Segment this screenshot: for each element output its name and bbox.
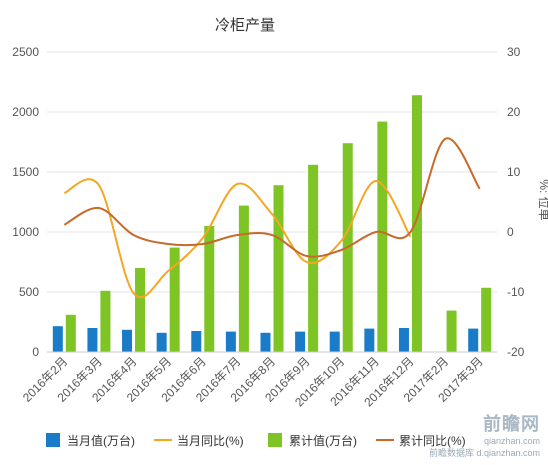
x-axis-ticks: 2016年2月2016年3月2016年4月2016年5月2016年6月2016年…: [20, 351, 497, 409]
bar-monthly: [191, 331, 202, 352]
right-tick-label: -10: [507, 285, 525, 299]
legend-swatch-bar: [46, 433, 60, 447]
right-axis-label: %: 位单: [537, 179, 548, 220]
left-tick-label: 2500: [12, 45, 39, 59]
line-monthly-yoy: [63, 178, 412, 299]
right-tick-label: 30: [507, 45, 521, 59]
watermark: 前瞻网 qianzhan.com 前瞻数据库 d.qianzhan.com: [429, 410, 540, 459]
bar-cumulative: [135, 268, 146, 352]
bar-monthly: [295, 331, 306, 352]
left-tick-label: 500: [19, 285, 39, 299]
bar-monthly: [364, 328, 375, 352]
watermark-sub: 前瞻数据库 d.qianzhan.com: [428, 448, 540, 458]
bar-monthly: [329, 331, 340, 352]
legend-label: 当月同比(%): [177, 434, 244, 448]
right-tick-label: 10: [507, 165, 521, 179]
bar-cumulative: [308, 164, 319, 352]
bar-monthly: [122, 329, 133, 352]
left-tick-label: 0: [32, 345, 39, 359]
bar-monthly: [87, 328, 98, 352]
bar-monthly: [156, 332, 167, 352]
bar-cumulative: [273, 185, 284, 352]
right-axis-ticks: -20 -10 0 10 20 30: [507, 45, 525, 359]
gridlines: [47, 51, 497, 353]
bar-cumulative: [169, 247, 180, 352]
bar-cumulative: [238, 205, 249, 352]
bar-cumulative: [411, 95, 422, 352]
bar-monthly: [468, 328, 479, 352]
bar-cumulative: [100, 290, 111, 352]
bar-monthly: [52, 326, 63, 352]
left-tick-label: 1500: [12, 165, 39, 179]
bar-monthly: [260, 332, 271, 352]
bar-monthly: [225, 331, 236, 352]
bar-monthly: [398, 328, 409, 352]
watermark-site: qianzhan.com: [483, 436, 540, 446]
left-tick-label: 2000: [12, 105, 39, 119]
legend-label: 累计同比(%): [399, 434, 466, 448]
legend: 当月值(万台) 当月同比(%) 累计值(万台) 累计同比(%): [46, 433, 466, 448]
bar-cumulative: [481, 287, 492, 352]
right-tick-label: -20: [507, 345, 525, 359]
lines: [63, 137, 481, 299]
legend-label: 当月值(万台): [67, 433, 135, 448]
right-tick-label: 20: [507, 105, 521, 119]
left-tick-label: 1000: [12, 225, 39, 239]
legend-swatch-bar: [268, 433, 282, 447]
chart-title: 冷柜产量: [215, 17, 275, 34]
bar-cumulative: [377, 121, 388, 352]
bar-cumulative: [446, 310, 457, 352]
line-cumulative-yoy: [63, 137, 481, 258]
right-tick-label: 0: [507, 225, 514, 239]
bar-cumulative: [204, 226, 215, 352]
left-axis-ticks: 0 500 1000 1500 2000 2500: [12, 45, 39, 359]
watermark-logo: 前瞻网: [483, 414, 540, 434]
bar-cumulative: [65, 314, 76, 352]
legend-label: 累计值(万台): [289, 433, 357, 448]
